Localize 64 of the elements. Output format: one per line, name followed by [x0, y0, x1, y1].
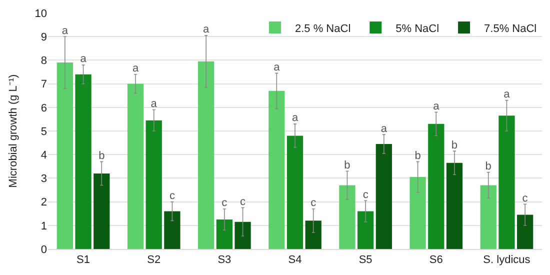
bar [358, 211, 374, 249]
legend-label: 7.5% NaCl [484, 22, 537, 35]
bar [428, 124, 444, 249]
bar [127, 84, 144, 249]
data-label: c [222, 197, 228, 210]
x-tick-label: S5 [358, 254, 372, 266]
data-label: a [292, 112, 299, 124]
y-tick-label: 9 [40, 31, 47, 44]
data-label: a [132, 62, 140, 75]
bar [234, 222, 251, 249]
bar [339, 185, 356, 249]
data-label: a [380, 122, 388, 135]
y-tick-label: 10 [34, 8, 47, 20]
data-label: a [274, 61, 281, 74]
data-label: b [451, 139, 458, 152]
data-label: c [310, 197, 317, 210]
data-label: a [150, 98, 158, 110]
bar [146, 120, 162, 249]
data-label: a [433, 100, 440, 112]
bar [268, 90, 285, 249]
x-tick-label: S3 [218, 254, 232, 266]
bar [56, 62, 74, 249]
x-tick-label: S6 [429, 254, 443, 266]
bar [75, 74, 92, 249]
y-tick-label: 3 [40, 173, 47, 186]
x-tick-label: S. lydicus [483, 254, 531, 266]
data-label: a [203, 24, 210, 36]
bar [198, 61, 214, 249]
bar [286, 136, 304, 249]
data-label: c [522, 192, 528, 204]
y-tick-label: 1 [40, 220, 47, 232]
y-axis-title: Microbial growth (g L⁻¹) [7, 74, 20, 188]
bar [164, 211, 180, 249]
bar [410, 177, 426, 249]
y-tick-label: 7 [40, 78, 47, 91]
x-tick-label: S1 [76, 254, 90, 266]
x-tick-label: S2 [147, 254, 161, 266]
data-label: b [98, 150, 105, 162]
bar [376, 144, 392, 249]
legend-label: 5% NaCl [396, 22, 440, 35]
data-label: a [504, 88, 511, 101]
y-tick-label: 2 [40, 196, 47, 209]
data-label: c [362, 188, 369, 201]
data-label: c [240, 196, 246, 208]
bar [498, 116, 515, 249]
bar [305, 220, 322, 249]
data-label: c [169, 190, 176, 202]
bar [446, 162, 463, 249]
y-tick-label: 8 [40, 55, 47, 68]
y-tick-label: 5 [40, 126, 47, 138]
legend-label: 2.5 % NaCl [295, 22, 351, 35]
x-tick-label: S4 [288, 254, 302, 266]
data-label: b [344, 159, 350, 172]
y-tick-label: 4 [40, 149, 47, 162]
bar [216, 220, 232, 249]
y-tick-label: 0 [40, 244, 47, 256]
bar [94, 173, 110, 249]
data-label: a [80, 53, 88, 66]
bar [516, 214, 534, 249]
data-label: b [485, 160, 492, 173]
bar [480, 185, 496, 249]
data-label: a [62, 24, 69, 37]
data-label: b [414, 150, 421, 162]
y-tick-label: 6 [40, 102, 47, 114]
